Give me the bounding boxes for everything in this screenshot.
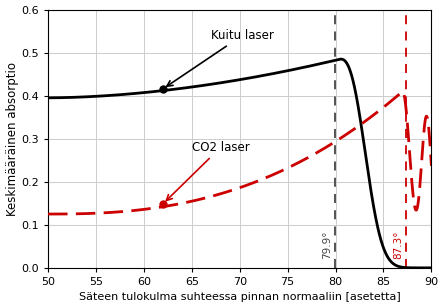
Text: 79.9°: 79.9° [322, 231, 332, 259]
Y-axis label: Keskimääräinen absorptio: Keskimääräinen absorptio [6, 62, 19, 216]
Text: CO2 laser: CO2 laser [166, 141, 250, 201]
Text: 87.3°: 87.3° [393, 231, 403, 259]
Text: Kuitu laser: Kuitu laser [167, 29, 274, 86]
X-axis label: Säteen tulokulma suhteessa pinnan normaaliin [asetetta]: Säteen tulokulma suhteessa pinnan normaa… [79, 292, 400, 302]
